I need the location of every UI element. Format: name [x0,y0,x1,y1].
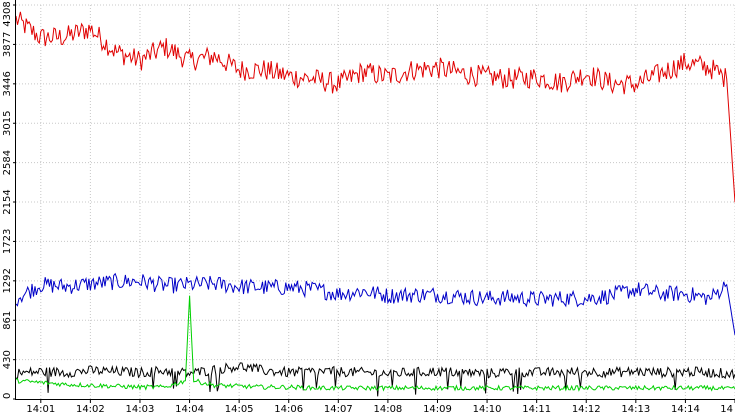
y-tick-label: 1292 [2,268,13,293]
x-tick-label: 14:06 [274,404,303,415]
y-tick-label: 1723 [2,229,13,254]
x-tick-label: 14 [720,404,733,415]
x-tick-label: 14:02 [76,404,105,415]
axes [15,0,735,400]
x-tick-label: 14:09 [423,404,452,415]
y-tick-label: 861 [2,311,13,330]
x-tick-label: 14:03 [126,404,155,415]
series-line-3 [15,362,735,397]
y-tick-label: 430 [2,350,13,369]
x-tick-label: 14:04 [175,404,204,415]
series-line-4 [15,295,735,392]
x-tick-label: 14:01 [26,404,55,415]
y-tick-label: 4308 [2,1,13,26]
x-tick-label: 14:05 [225,404,254,415]
y-tick-label: 3446 [2,71,13,96]
y-tick-label: 3877 [2,32,13,57]
x-tick-label: 14:14 [671,404,700,415]
x-tick-label: 14:08 [373,404,402,415]
x-tick-label: 14:10 [473,404,502,415]
series-lines [15,11,735,397]
y-tick-label: 3015 [2,111,13,136]
series-line-2 [15,272,735,336]
x-ticks: 14:01 14:02 14:03 14:04 14:05 14:06 14:07 14:08… [26,399,735,415]
series-line-1 [15,11,735,203]
x-tick-label: 14:13 [621,404,650,415]
x-tick-label: 14:11 [522,404,551,415]
x-tick-label: 14:12 [572,404,601,415]
x-tick-label: 14:07 [324,404,353,415]
y-ticks: 0 430 861 1292 1723 2154 2584 3015 3446 3877 4308 [2,1,16,400]
y-tick-label: 0 [2,393,13,399]
y-tick-label: 2584 [2,150,13,175]
y-tick-label: 2154 [2,189,13,214]
